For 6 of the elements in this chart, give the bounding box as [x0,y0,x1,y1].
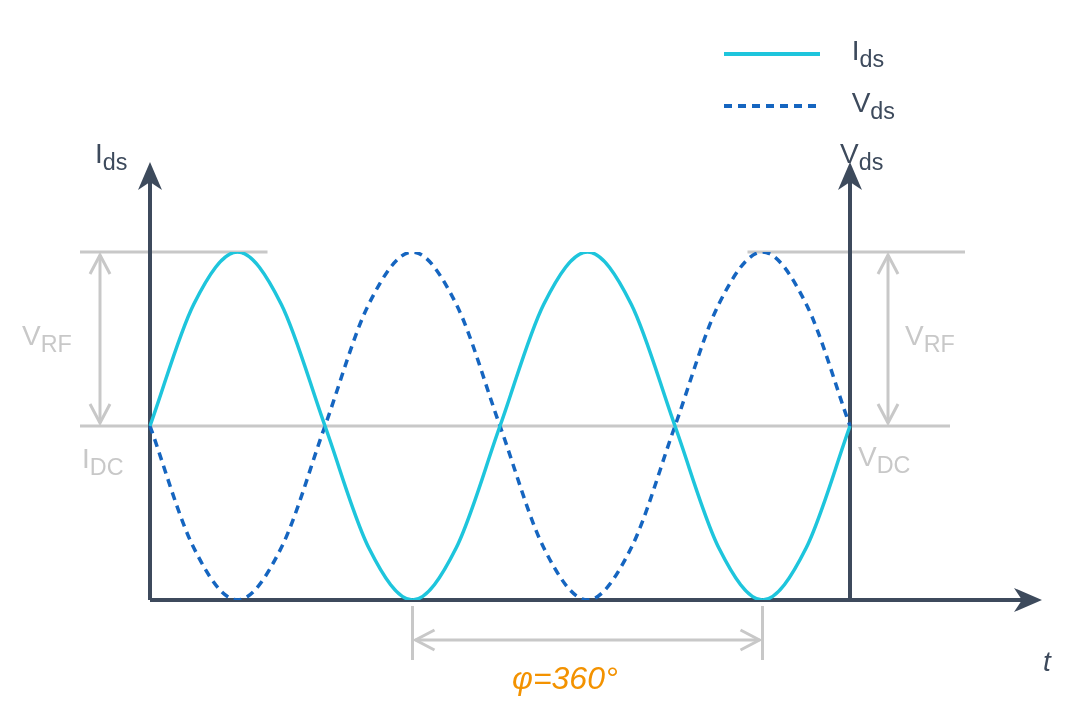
legend-label: V$_{ds}$ [851,87,895,125]
y2-axis-title: V$_{ds}$ [840,138,884,175]
text: t [1043,646,1051,677]
legend-label: I$_{ds}$ [851,35,885,73]
y-axis-title: I$_{ds}$ [95,138,128,175]
text: φ=360° [512,660,618,696]
